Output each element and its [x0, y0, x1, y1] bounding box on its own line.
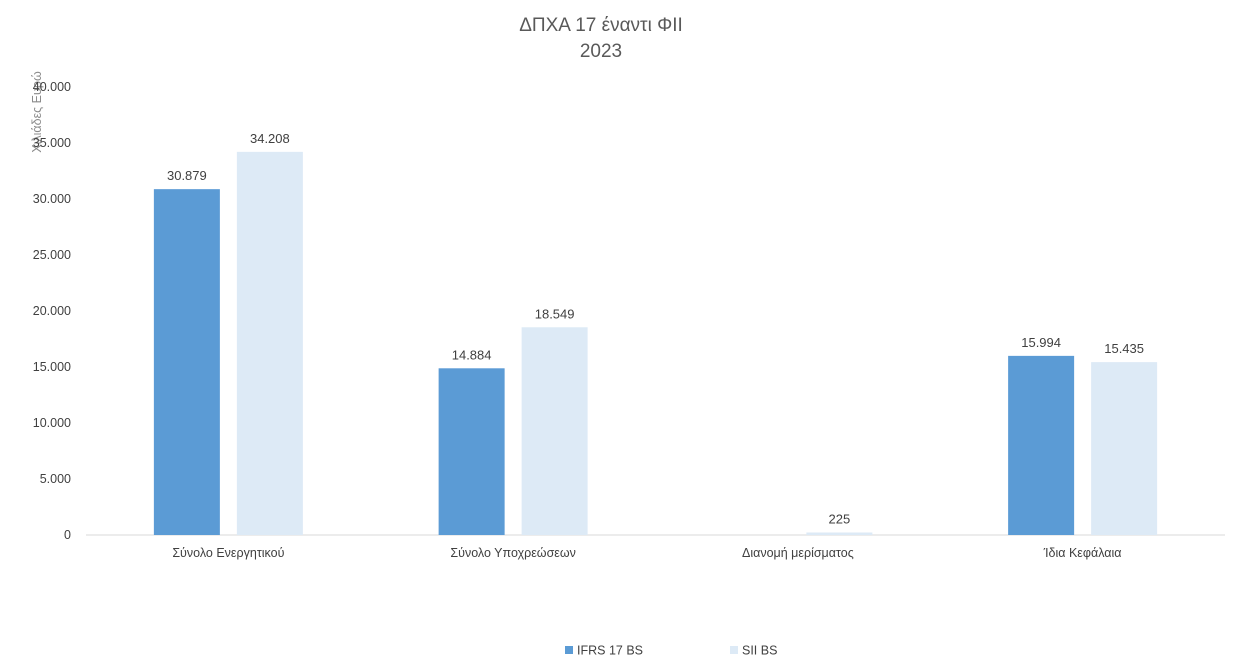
data-label: 30.879: [167, 168, 207, 183]
y-tick-label: 25.000: [33, 248, 71, 262]
y-axis-label: Χιλιάδες Ευρώ: [30, 71, 44, 153]
y-tick-label: 5.000: [40, 472, 71, 486]
data-label: 18.549: [535, 306, 575, 321]
bar-sii-0: [236, 151, 303, 535]
chart-title: ΔΠΧΑ 17 έναντι ΦΙΙ: [519, 15, 683, 36]
bar-ifrs17-3: [1008, 355, 1075, 535]
y-tick-label: 10.000: [33, 416, 71, 430]
data-labels: 30.879 34.208 14.884 18.549 225 15.994 15.435: [167, 131, 1144, 527]
bar-ifrs17-0: [153, 189, 220, 535]
y-tick-label: 30.000: [33, 192, 71, 206]
y-tick-label: 20.000: [33, 304, 71, 318]
y-tick-label: 0: [64, 528, 71, 542]
data-label: 34.208: [250, 131, 290, 146]
legend-swatch-1: [730, 646, 738, 654]
y-tick-label: 15.000: [33, 360, 71, 374]
bar-sii-3: [1091, 362, 1158, 535]
x-tick-label: Σύνολο Υποχρεώσεων: [450, 546, 576, 560]
legend-label-0: IFRS 17 BS: [577, 644, 643, 657]
x-tick-label: Σύνολο Ενεργητικού: [172, 546, 284, 560]
data-label: 14.884: [452, 347, 492, 362]
bar-ifrs17-1: [438, 368, 505, 535]
x-tick-label: Διανομή μερίσματος: [742, 546, 854, 560]
chart-subtitle: 2023: [580, 41, 622, 62]
y-tick-label: 40.000: [33, 80, 71, 94]
x-tick-label: Ίδια Κεφάλαια: [1043, 546, 1122, 560]
bars: [153, 151, 1158, 535]
data-label: 225: [829, 511, 851, 526]
data-label: 15.435: [1104, 341, 1144, 356]
legend: IFRS 17 BS SII BS: [565, 644, 777, 657]
legend-label-1: SII BS: [742, 644, 777, 657]
y-tick-label: 35.000: [33, 136, 71, 150]
x-axis-ticks: Σύνολο Ενεργητικού Σύνολο Υποχρεώσεων Διαν…: [172, 546, 1121, 560]
legend-swatch-0: [565, 646, 573, 654]
bar-sii-2: [806, 532, 873, 535]
data-label: 15.994: [1021, 335, 1061, 350]
bar-sii-1: [521, 327, 588, 535]
y-axis-ticks: 0 5.000 10.000 15.000 20.000 25.000 30.000 35.0…: [33, 80, 71, 542]
